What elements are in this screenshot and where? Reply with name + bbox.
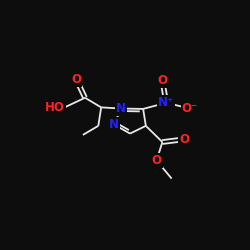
Text: O⁻: O⁻ bbox=[182, 102, 198, 115]
Text: HO: HO bbox=[45, 101, 64, 114]
Text: O: O bbox=[71, 72, 81, 86]
Text: O: O bbox=[179, 133, 189, 146]
Text: N: N bbox=[109, 118, 119, 131]
Text: N⁺: N⁺ bbox=[158, 96, 174, 109]
Text: O: O bbox=[152, 154, 162, 167]
Text: N: N bbox=[116, 102, 126, 115]
Text: O: O bbox=[158, 74, 168, 87]
